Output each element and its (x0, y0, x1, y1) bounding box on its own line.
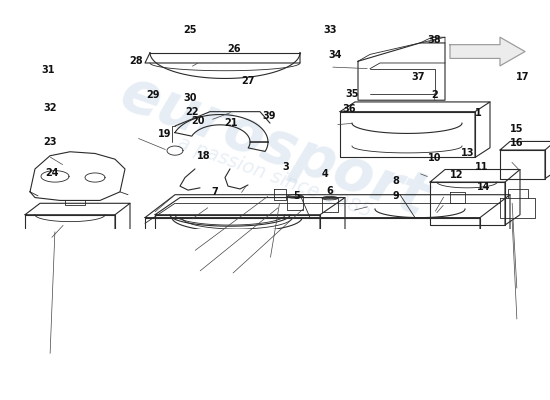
Text: 29: 29 (146, 90, 160, 100)
Text: 6: 6 (327, 186, 333, 196)
Text: 9: 9 (393, 191, 399, 201)
Text: 15: 15 (510, 124, 524, 134)
Text: 28: 28 (130, 56, 143, 66)
Text: 34: 34 (329, 50, 342, 60)
Text: eurosport: eurosport (113, 64, 437, 228)
Text: 4: 4 (321, 169, 328, 179)
Text: 37: 37 (411, 72, 425, 82)
Text: 31: 31 (41, 65, 54, 75)
Text: 36: 36 (343, 104, 356, 114)
Text: 39: 39 (263, 111, 276, 121)
Text: 13: 13 (461, 148, 474, 158)
Text: 27: 27 (241, 76, 254, 86)
Text: 16: 16 (510, 138, 524, 148)
Text: 21: 21 (224, 118, 238, 128)
Text: 23: 23 (43, 137, 56, 147)
Polygon shape (450, 37, 525, 66)
Text: 10: 10 (428, 153, 441, 163)
Text: 25: 25 (183, 25, 196, 35)
Text: 19: 19 (158, 129, 172, 139)
Text: 11: 11 (475, 162, 488, 172)
Text: 35: 35 (345, 89, 359, 99)
Text: 17: 17 (516, 72, 529, 82)
Text: 12: 12 (450, 170, 463, 180)
Text: 33: 33 (323, 25, 337, 35)
Text: 24: 24 (46, 168, 59, 178)
Text: 14: 14 (477, 182, 491, 192)
Text: 5: 5 (294, 191, 300, 201)
Text: 22: 22 (186, 107, 199, 117)
Text: 38: 38 (428, 35, 441, 45)
Text: 8: 8 (393, 176, 399, 186)
Text: 26: 26 (227, 44, 240, 54)
Text: 18: 18 (197, 151, 210, 161)
Text: a passion since 1985: a passion since 1985 (175, 134, 375, 222)
Text: 1: 1 (475, 108, 482, 118)
Text: 20: 20 (191, 116, 205, 126)
Text: 32: 32 (44, 103, 57, 113)
Text: 30: 30 (183, 94, 196, 104)
Text: 7: 7 (211, 188, 218, 198)
Text: 3: 3 (283, 162, 289, 172)
Text: 2: 2 (431, 90, 438, 100)
